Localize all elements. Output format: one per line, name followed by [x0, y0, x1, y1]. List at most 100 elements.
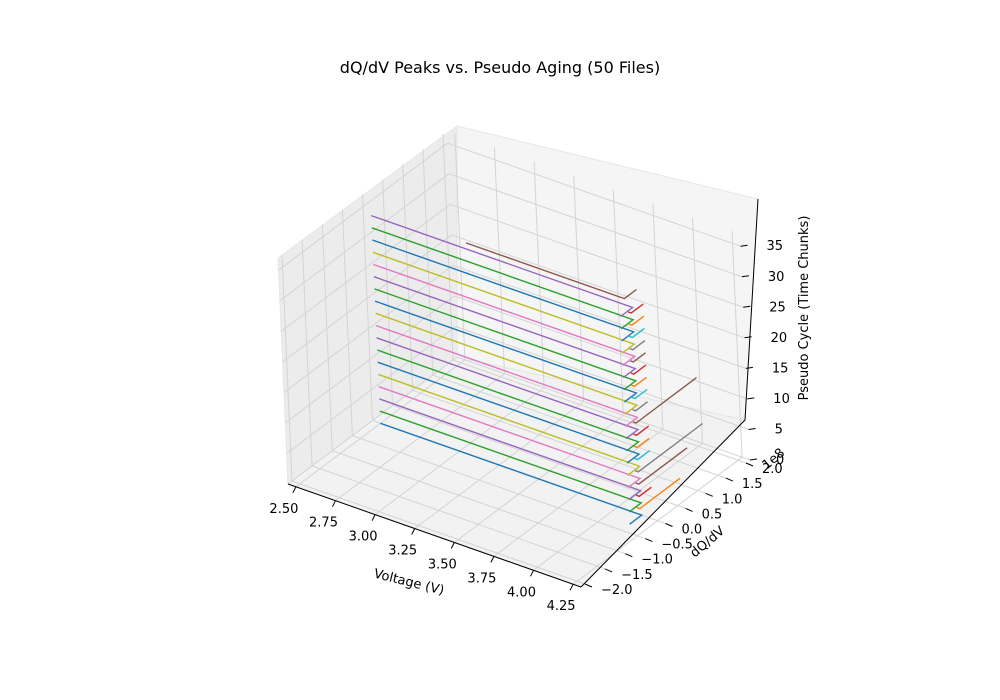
- grid-line-y-floor: [452, 359, 747, 464]
- grid-line-y-floor: [432, 374, 727, 479]
- grid-line-y-wall: [442, 133, 454, 361]
- series-line: [376, 349, 640, 452]
- y-tick: [665, 523, 673, 527]
- x-tick: [332, 500, 336, 507]
- z-tick: [749, 458, 758, 461]
- y-tick: [625, 553, 633, 558]
- x-tick-label: 3.25: [388, 544, 417, 559]
- series-line: [374, 288, 638, 391]
- grid-line-y-floor: [352, 435, 646, 540]
- series-line: [631, 376, 648, 388]
- grid-line-y-floor: [291, 480, 586, 585]
- series-line: [372, 239, 636, 342]
- grid-line-y-wall: [321, 224, 333, 451]
- grid-line-z-wall: [280, 203, 451, 332]
- chart-title: dQ/dV Peaks vs. Pseudo Aging (50 Files): [339, 58, 661, 77]
- grid-line-z-wall: [287, 356, 458, 485]
- grid-line-x-back: [731, 231, 743, 458]
- y-tick: [745, 462, 754, 467]
- y-tick: [604, 568, 613, 573]
- series-line: [375, 312, 639, 415]
- y-tick-label: −2.0: [601, 583, 633, 598]
- grid-line-z-back: [454, 295, 748, 400]
- series-line: [631, 388, 648, 400]
- y-tick: [685, 507, 693, 512]
- series-line: [371, 227, 635, 330]
- z-tick: [745, 366, 753, 369]
- x-tick-label: 4.25: [547, 599, 576, 614]
- series-line: [376, 337, 640, 440]
- series-line: [634, 422, 704, 473]
- z-tick-label: 15: [772, 361, 789, 376]
- z-tick: [744, 336, 752, 339]
- grid-line-y-wall: [362, 194, 373, 421]
- y-tick-label: −1.0: [641, 553, 673, 568]
- grid-line-x-back: [692, 217, 703, 444]
- y-tick: [584, 583, 593, 588]
- y-tick: [725, 477, 734, 482]
- x-tick-label: 3.75: [467, 571, 496, 586]
- y-tick-label: 1.0: [722, 492, 743, 507]
- y-tick-label: −1.5: [621, 568, 653, 583]
- z-tick: [748, 428, 756, 430]
- grid-line-z-wall: [284, 295, 455, 424]
- series-line: [633, 437, 650, 449]
- x-tick-label: 2.50: [269, 502, 298, 517]
- series-line: [630, 364, 647, 375]
- z-tick-label: 5: [775, 423, 783, 438]
- series-line: [375, 324, 639, 428]
- y-axis-line: [580, 419, 746, 588]
- z-axis-label: Pseudo Cycle (Time Chunks): [797, 216, 812, 401]
- z-tick: [747, 397, 755, 400]
- tick-marks: 2.50 2.75 3.00 3.25 3.50 3.75 4.00 4.25 −2.0−1.5…: [269, 239, 789, 614]
- grid-line-y-floor: [392, 404, 686, 509]
- x-tick: [490, 556, 495, 563]
- series-line: [628, 327, 645, 339]
- y-tick: [645, 538, 653, 543]
- series-line: [632, 401, 649, 412]
- grid-line-y-wall: [301, 239, 313, 466]
- z-tick: [743, 305, 751, 308]
- series-layer: [370, 214, 704, 525]
- axis-lines: [287, 198, 759, 588]
- x-tick: [411, 528, 416, 535]
- series-line: [635, 447, 688, 485]
- grid-line-y-wall: [422, 149, 434, 376]
- z-tick-label: 25: [769, 300, 786, 315]
- z-tick: [741, 275, 749, 278]
- z-tick-label: 20: [771, 331, 788, 346]
- grid-line-y-floor: [311, 465, 606, 570]
- x-tick-label: 2.75: [309, 516, 338, 531]
- grid-line-y-wall: [341, 209, 353, 436]
- x-tick: [450, 542, 455, 549]
- series-line: [629, 352, 646, 363]
- series-line: [380, 422, 644, 525]
- z-axis-line: [744, 198, 759, 421]
- series-line: [634, 449, 651, 461]
- grid-line-x-back: [652, 203, 664, 430]
- grid-line-z-back: [448, 173, 743, 278]
- x-tick-label: 4.00: [507, 585, 536, 600]
- grid-line-z-back: [452, 264, 747, 369]
- x-tick: [569, 583, 574, 591]
- series-line: [373, 263, 637, 366]
- z-tick-label: 10: [773, 392, 790, 407]
- y-tick-label: −0.5: [661, 538, 693, 553]
- z-tick-label: 0: [776, 453, 784, 468]
- y-tick-label: 0.0: [682, 523, 703, 538]
- series-line: [374, 300, 638, 403]
- series-line: [378, 373, 642, 476]
- grid-line-y-wall: [281, 254, 293, 482]
- grid-line-z-back: [455, 326, 749, 430]
- y-tick-label: 1.5: [742, 477, 763, 492]
- axis-panes: [277, 125, 759, 588]
- x-axis-line: [287, 483, 582, 588]
- series-line: [372, 251, 636, 354]
- x-tick: [530, 570, 534, 577]
- grid-line-z-wall: [283, 265, 454, 393]
- grid-line-z-back: [447, 142, 741, 247]
- series-line: [629, 340, 646, 351]
- grid-line-z-wall: [279, 173, 450, 302]
- grid-line-y-wall: [382, 179, 394, 406]
